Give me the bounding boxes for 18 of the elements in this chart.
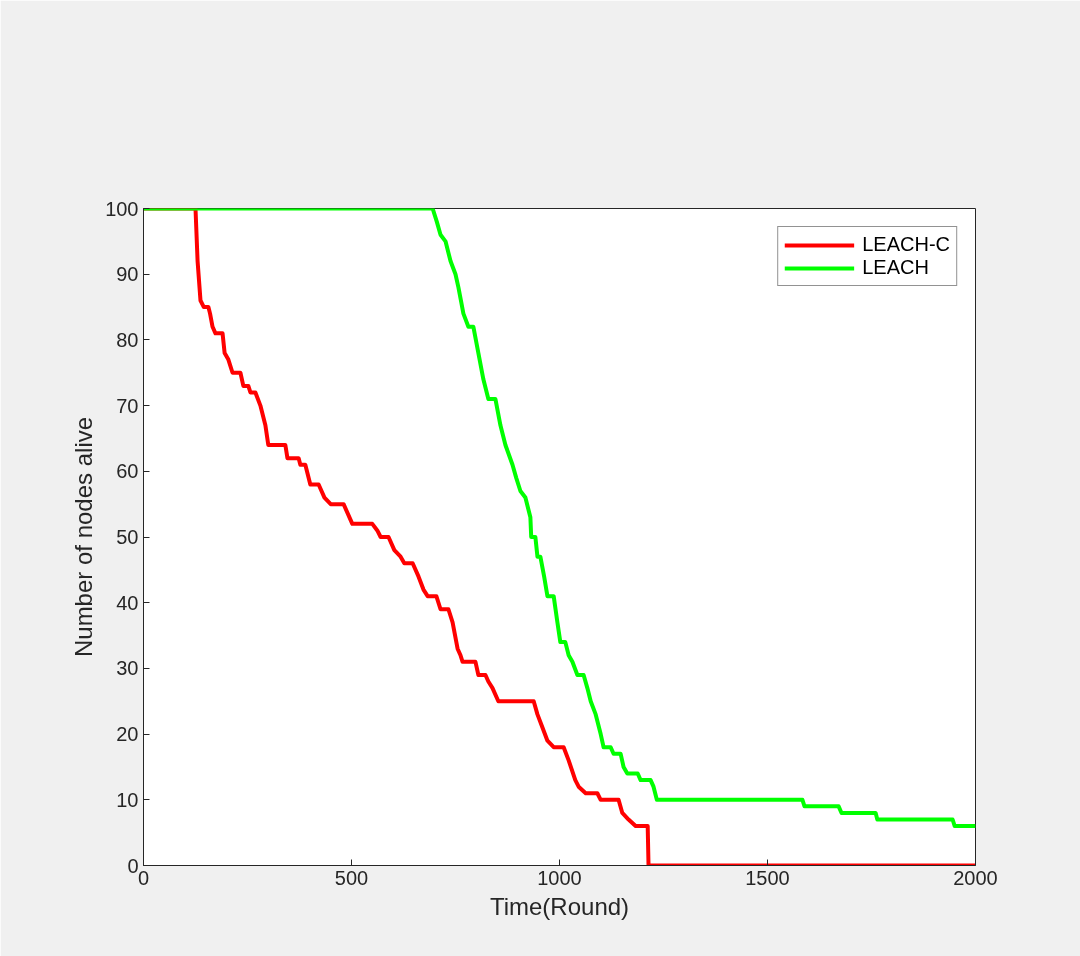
y-tick-label: 100: [105, 197, 139, 220]
y-axis-title: Number of nodes alive: [70, 416, 98, 658]
x-axis-title: Time(Round): [489, 892, 630, 920]
legend-label: LEACH: [862, 256, 929, 279]
y-tick-label: 40: [116, 591, 139, 614]
x-tick-label: 1000: [537, 866, 582, 889]
y-tick-label: 80: [116, 328, 139, 351]
legend-label: LEACH-C: [862, 233, 950, 256]
y-tick-label: 90: [116, 263, 139, 286]
y-tick-label: 10: [116, 788, 139, 811]
y-tick-label: 70: [116, 394, 139, 417]
y-tick-label: 30: [116, 657, 139, 680]
y-tick-label: 50: [116, 526, 139, 548]
x-tick-label: 500: [334, 866, 369, 889]
y-tick-label: 60: [116, 460, 139, 483]
x-tick-label: 1500: [745, 866, 790, 889]
y-tick-label: 20: [116, 723, 139, 746]
x-tick-label: 2000: [953, 866, 998, 889]
